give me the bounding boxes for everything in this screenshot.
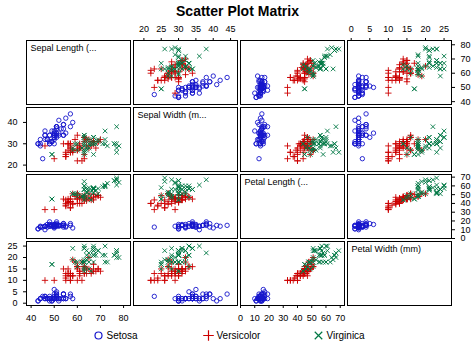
svg-text:0: 0	[349, 24, 354, 34]
svg-text:35: 35	[191, 24, 201, 34]
svg-text:25: 25	[7, 241, 17, 251]
svg-text:60: 60	[321, 313, 331, 323]
svg-text:30: 30	[461, 207, 471, 217]
svg-text:30: 30	[278, 313, 288, 323]
svg-text:5: 5	[12, 287, 17, 297]
svg-text:10: 10	[250, 313, 260, 323]
svg-text:25: 25	[439, 24, 449, 34]
svg-text:70: 70	[335, 313, 345, 323]
svg-text:20: 20	[7, 252, 17, 262]
svg-text:0: 0	[461, 233, 466, 243]
svg-text:60: 60	[461, 181, 471, 191]
svg-text:Petal Length (...: Petal Length (...	[245, 177, 309, 187]
svg-text:40: 40	[461, 97, 471, 107]
svg-text:40: 40	[461, 198, 471, 208]
svg-text:20: 20	[7, 160, 17, 170]
svg-text:0: 0	[12, 298, 17, 308]
svg-text:60: 60	[461, 68, 471, 78]
svg-text:50: 50	[307, 313, 317, 323]
svg-text:50: 50	[461, 82, 471, 92]
svg-text:70: 70	[461, 54, 471, 64]
svg-text:40: 40	[208, 24, 218, 34]
svg-text:40: 40	[26, 313, 36, 323]
svg-text:30: 30	[7, 139, 17, 149]
svg-text:20: 20	[264, 313, 274, 323]
svg-text:70: 70	[95, 313, 105, 323]
svg-text:45: 45	[226, 24, 236, 34]
html-text:Scatter Plot Matrix: Scatter Plot Matrix	[176, 3, 299, 19]
svg-text:40: 40	[292, 313, 302, 323]
svg-text:Petal Width (mm): Petal Width (mm)	[352, 244, 422, 254]
svg-text:10: 10	[7, 275, 17, 285]
svg-text:40: 40	[7, 117, 17, 127]
svg-text:10: 10	[461, 225, 471, 235]
svg-text:80: 80	[461, 40, 471, 50]
svg-text:5: 5	[367, 24, 372, 34]
svg-text:80: 80	[119, 313, 129, 323]
svg-text:20: 20	[420, 24, 430, 34]
svg-text:60: 60	[72, 313, 82, 323]
svg-text:Sepal Width (m...: Sepal Width (m...	[138, 110, 207, 120]
svg-text:20: 20	[139, 24, 149, 34]
svg-text:10: 10	[383, 24, 393, 34]
svg-text:Setosa: Setosa	[106, 330, 138, 341]
svg-text:50: 50	[49, 313, 59, 323]
svg-text:0: 0	[238, 313, 243, 323]
svg-text:70: 70	[461, 172, 471, 182]
svg-text:50: 50	[461, 190, 471, 200]
svg-text:Versicolor: Versicolor	[216, 330, 261, 341]
svg-text:30: 30	[174, 24, 184, 34]
svg-text:15: 15	[402, 24, 412, 34]
svg-text:25: 25	[156, 24, 166, 34]
svg-text:20: 20	[461, 216, 471, 226]
svg-text:15: 15	[7, 264, 17, 274]
svg-text:Sepal Length (...: Sepal Length (...	[31, 43, 97, 53]
svg-text:Virginica: Virginica	[326, 330, 365, 341]
